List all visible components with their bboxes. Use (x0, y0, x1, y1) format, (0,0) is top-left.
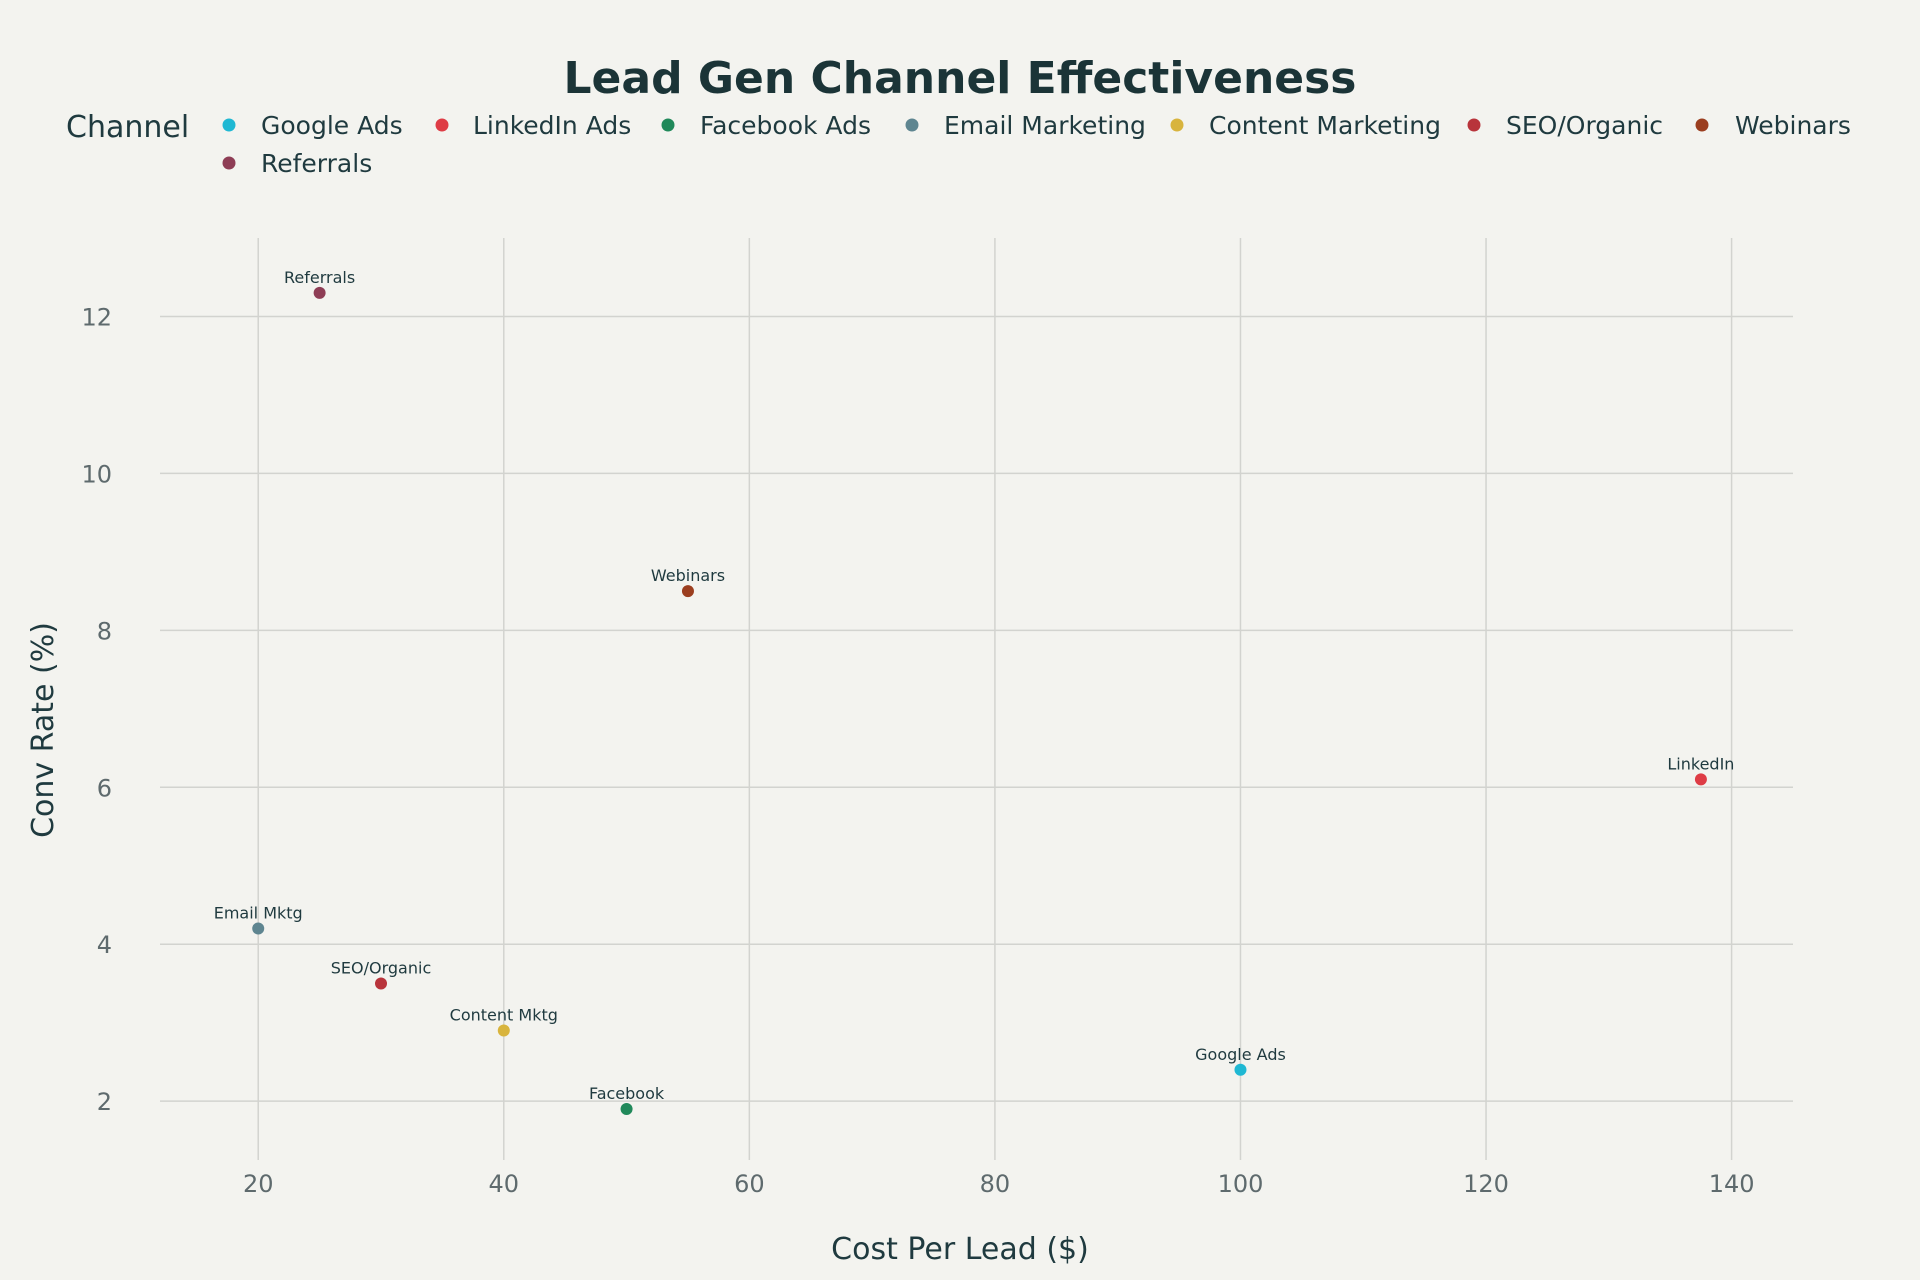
data-point (1694, 773, 1707, 786)
legend-marker (1467, 118, 1481, 132)
y-axis-title: Conv Rate (%) (26, 622, 61, 838)
legend-marker (435, 118, 449, 132)
legend-label: SEO/Organic (1506, 111, 1663, 140)
data-label: Referrals (284, 268, 355, 287)
data-label: Email Mktg (214, 904, 303, 923)
legend: Channel Google Ads LinkedIn Ads Facebook A… (66, 110, 1851, 178)
data-point (497, 1024, 510, 1037)
legend-marker (661, 118, 675, 132)
y-tick-label: 6 (97, 774, 112, 802)
legend-label: Referrals (261, 149, 372, 178)
data-label: LinkedIn (1667, 754, 1734, 773)
x-tick-label: 100 (1218, 1170, 1264, 1198)
legend-label: Facebook Ads (700, 111, 871, 140)
y-tick-label: 8 (97, 617, 112, 645)
data-label: SEO/Organic (331, 958, 431, 977)
legend-label: Email Marketing (944, 111, 1146, 140)
data-point (313, 286, 326, 299)
data-label: Content Mktg (450, 1006, 558, 1025)
legend-marker (222, 118, 236, 132)
legend-label: LinkedIn Ads (473, 111, 631, 140)
data-point (620, 1102, 633, 1115)
x-tick-label: 140 (1709, 1170, 1755, 1198)
legend-marker (1170, 118, 1184, 132)
x-tick-label: 80 (980, 1170, 1011, 1198)
legend-title: Channel (66, 110, 189, 145)
y-axis-ticks: 2 4 6 8 10 12 (81, 303, 112, 1116)
legend-label: Content Marketing (1209, 111, 1441, 140)
chart-title: Lead Gen Channel Effectiveness (564, 53, 1357, 104)
x-tick-label: 120 (1463, 1170, 1509, 1198)
data-points: Google Ads LinkedIn Facebook Email Mktg Cont… (214, 268, 1734, 1115)
x-tick-label: 20 (243, 1170, 274, 1198)
legend-marker (905, 118, 919, 132)
x-tick-label: 40 (489, 1170, 520, 1198)
legend-label: Google Ads (261, 111, 403, 140)
data-label: Google Ads (1195, 1045, 1286, 1064)
x-tick-label: 60 (734, 1170, 765, 1198)
y-tick-label: 2 (97, 1088, 112, 1116)
x-axis-title: Cost Per Lead ($) (831, 1232, 1089, 1267)
data-label: Facebook (589, 1084, 665, 1103)
grid (160, 238, 1793, 1160)
legend-marker (1695, 118, 1709, 132)
data-point (1234, 1063, 1247, 1076)
y-tick-label: 12 (81, 303, 112, 331)
data-point (681, 585, 694, 598)
legend-marker (222, 156, 236, 170)
data-label: Webinars (651, 566, 725, 585)
y-tick-label: 10 (81, 460, 112, 488)
y-tick-label: 4 (97, 931, 112, 959)
legend-label: Webinars (1735, 111, 1851, 140)
data-point (252, 922, 265, 935)
x-axis-ticks: 20 40 60 80 100 120 140 (243, 1170, 1755, 1198)
data-point (375, 977, 388, 990)
